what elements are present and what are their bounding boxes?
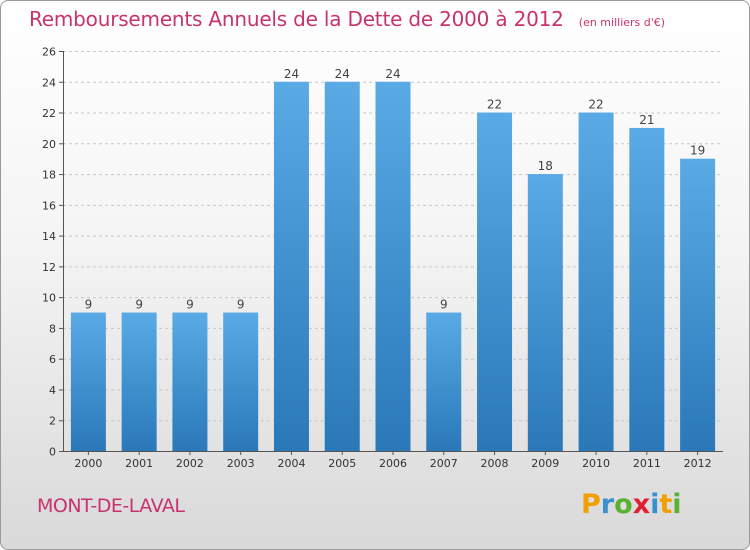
y-tick-label: 20 [42, 138, 56, 151]
bar-2008 [477, 112, 513, 452]
x-tick-label: 2010 [582, 457, 610, 470]
y-tick-label: 16 [42, 199, 56, 212]
data-label: 18 [538, 159, 553, 173]
bar-2000 [70, 312, 106, 451]
x-tick-label: 2007 [430, 457, 458, 470]
bar-2006 [375, 81, 411, 452]
x-tick-label: 2004 [277, 457, 305, 470]
y-tick-label: 0 [49, 446, 56, 459]
data-label: 24 [335, 67, 350, 81]
bar-2003 [223, 312, 259, 451]
bar-2004 [273, 81, 309, 452]
y-tick-label: 10 [42, 292, 56, 305]
y-tick-label: 8 [49, 322, 56, 335]
x-tick-label: 2002 [176, 457, 204, 470]
data-label: 22 [588, 98, 603, 112]
bar-2001 [121, 312, 157, 451]
bar-2011 [629, 127, 665, 451]
x-tick-label: 2005 [328, 457, 356, 470]
data-label: 9 [135, 298, 143, 312]
bar-2009 [527, 174, 563, 452]
bar-2002 [172, 312, 208, 451]
chart-unit: (en milliers d'€) [578, 16, 666, 29]
data-label: 24 [385, 67, 400, 81]
x-tick-label: 2006 [379, 457, 407, 470]
x-tick-label: 2009 [531, 457, 559, 470]
data-label: 9 [186, 298, 194, 312]
data-label: 21 [639, 113, 654, 127]
x-tick-label: 2011 [633, 457, 661, 470]
y-tick-label: 12 [42, 261, 56, 274]
y-tick-label: 22 [42, 107, 56, 120]
bar-2007 [426, 312, 462, 451]
data-label: 9 [85, 298, 93, 312]
x-tick-label: 2008 [481, 457, 509, 470]
data-label: 19 [690, 144, 705, 158]
data-label: 9 [440, 298, 448, 312]
y-tick-label: 24 [42, 76, 56, 89]
y-tick-label: 26 [42, 46, 56, 59]
x-tick-label: 2003 [227, 457, 255, 470]
x-tick-label: 2012 [684, 457, 712, 470]
chart-title: Remboursements Annuels de la Dette de 20… [29, 7, 564, 31]
data-labels: 9 9 9 9 24 24 24 9 22 18 22 21 19 [85, 67, 706, 312]
y-tick-label: 6 [49, 353, 56, 366]
y-tick-label: 2 [49, 415, 56, 428]
y-tick-label: 18 [42, 169, 56, 182]
data-label: 9 [237, 298, 245, 312]
data-label: 22 [487, 98, 502, 112]
commune-name: MONT-DE-LAVAL [37, 495, 185, 517]
bar-2010 [578, 112, 614, 452]
x-tick-label: 2000 [74, 457, 102, 470]
y-tick-label: 14 [42, 230, 56, 243]
title-row: Remboursements Annuels de la Dette de 20… [29, 7, 665, 31]
proxiti-logo: Proxiti [581, 489, 682, 520]
data-label: 24 [284, 67, 299, 81]
x-tick-label: 2001 [125, 457, 153, 470]
bars [70, 81, 716, 452]
y-tick-label: 4 [49, 384, 56, 397]
bar-2005 [324, 81, 360, 452]
bar-2012 [680, 158, 716, 451]
